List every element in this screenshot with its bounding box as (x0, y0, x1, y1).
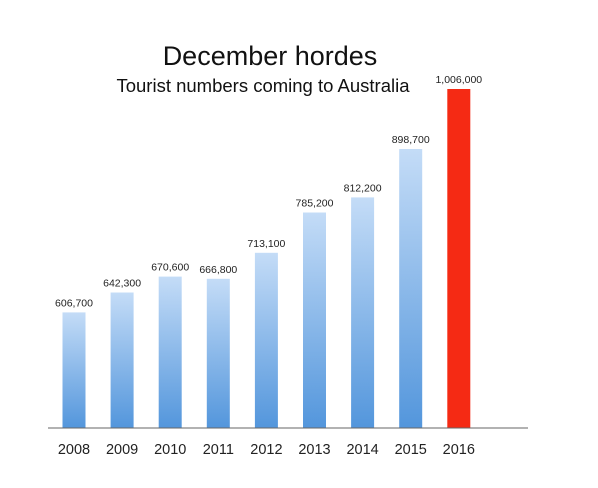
bar-2009 (110, 292, 134, 428)
data-label-2016: 1,006,000 (435, 74, 482, 86)
bar-2013 (303, 212, 326, 428)
data-label-2008: 606,700 (55, 297, 93, 309)
x-tick-label-2009: 2009 (106, 442, 138, 458)
data-label-2013: 785,200 (296, 198, 334, 210)
data-label-2010: 670,600 (151, 262, 189, 274)
x-tick-label-2011: 2011 (203, 442, 234, 458)
x-tick-label-2008: 2008 (58, 442, 90, 458)
data-labels-group: 606,700 642,300 670,600 666,800 713,100 785,2… (55, 74, 482, 309)
x-tick-label-2016: 2016 (443, 442, 475, 458)
bars-group (62, 89, 471, 428)
bar-2012 (254, 252, 278, 428)
bar-2008 (62, 312, 86, 428)
x-tick-label-2015: 2015 (395, 442, 427, 458)
data-label-2015: 898,700 (392, 134, 430, 146)
x-tick-label-2012: 2012 (250, 442, 282, 458)
bar-2011 (206, 278, 230, 428)
x-tick-labels-group: 2008 2009 2010 2011 2012 2013 2014 2015 2016 (58, 442, 475, 458)
chart-title: December hordes (163, 41, 378, 71)
bar-2016 (447, 89, 471, 428)
bar-2010 (158, 276, 182, 428)
chart-subtitle: Tourist numbers coming to Australia (116, 75, 410, 96)
data-label-2012: 713,100 (247, 238, 285, 250)
bar-2015 (399, 149, 423, 428)
data-label-2009: 642,300 (103, 278, 141, 290)
x-tick-label-2010: 2010 (154, 442, 186, 458)
x-tick-label-2013: 2013 (298, 442, 330, 458)
x-tick-label-2014: 2014 (346, 442, 378, 458)
data-label-2011: 666,800 (199, 264, 237, 276)
data-label-2014: 812,200 (344, 182, 382, 194)
bar-2014 (351, 197, 375, 428)
